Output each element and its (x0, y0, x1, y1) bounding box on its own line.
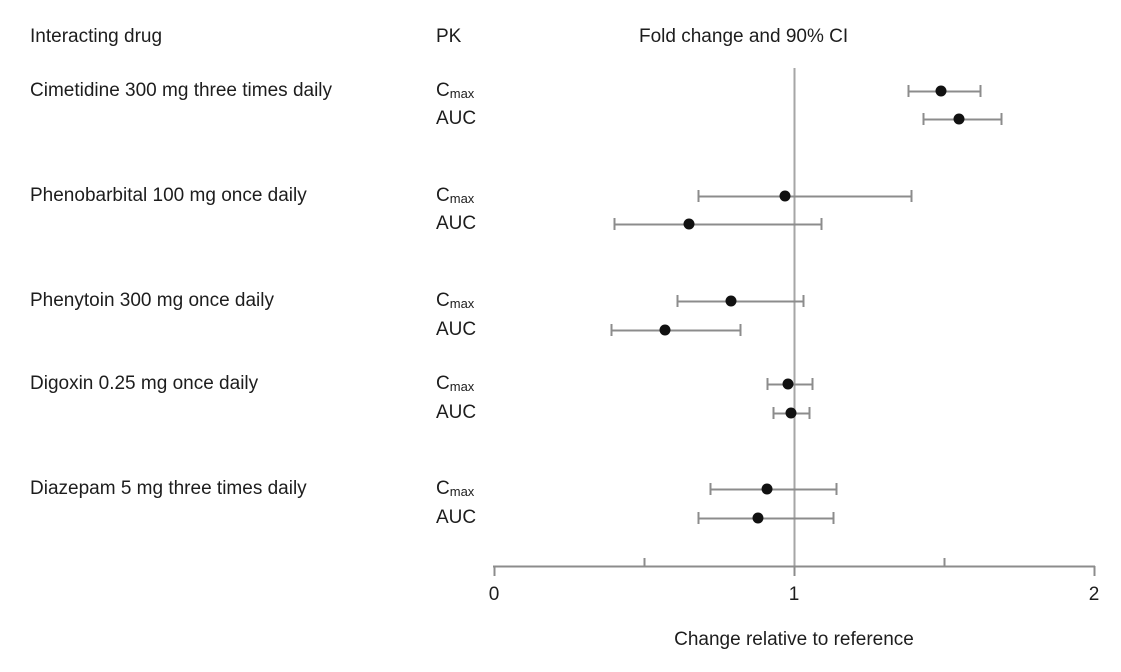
drug-label: Phenobarbital 100 mg once daily (30, 185, 307, 206)
pk-label: Cmax (436, 373, 475, 394)
column-header-interacting-drug: Interacting drug (30, 26, 163, 47)
column-header-fold-change: Fold change and 90% CI (639, 26, 849, 47)
x-axis-tick-label-0: 0 (488, 584, 500, 605)
pk-label: Cmax (436, 80, 475, 101)
pk-label: Cmax (436, 290, 475, 311)
drug-label: Digoxin 0.25 mg once daily (30, 373, 259, 394)
x-axis-title: Change relative to reference (674, 629, 914, 650)
pk-subscript: max (449, 484, 475, 499)
pk-label: AUC (436, 213, 477, 234)
x-axis-tick-label-2: 2 (1088, 584, 1100, 605)
point-marker (782, 378, 794, 390)
point-marker (935, 85, 947, 97)
point-marker (779, 190, 791, 202)
pk-subscript: max (449, 191, 475, 206)
point-marker (953, 113, 965, 125)
point-marker (659, 324, 671, 336)
point-marker (752, 512, 764, 524)
point-marker (785, 407, 797, 419)
drug-label: Cimetidine 300 mg three times daily (30, 80, 333, 101)
pk-label: AUC (436, 402, 477, 423)
column-header-pk: PK (436, 26, 462, 47)
drug-label: Diazepam 5 mg three times daily (30, 478, 307, 499)
point-marker (683, 218, 695, 230)
pk-subscript: max (449, 86, 475, 101)
point-marker (761, 483, 773, 495)
pk-label: AUC (436, 319, 477, 340)
pk-label: AUC (436, 507, 477, 528)
pk-subscript: max (449, 296, 475, 311)
pk-label: Cmax (436, 478, 475, 499)
pk-label: Cmax (436, 185, 475, 206)
point-marker (725, 295, 737, 307)
pk-subscript: max (449, 379, 475, 394)
pk-label: AUC (436, 108, 477, 129)
x-axis-tick-label-1: 1 (788, 584, 800, 605)
drug-label: Phenytoin 300 mg once daily (30, 290, 274, 311)
